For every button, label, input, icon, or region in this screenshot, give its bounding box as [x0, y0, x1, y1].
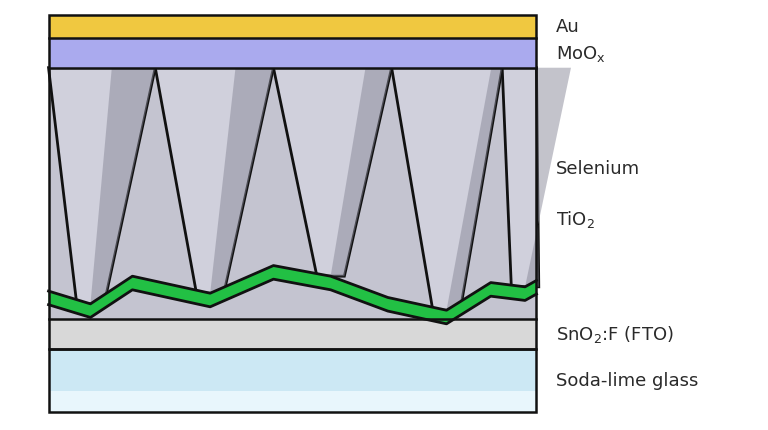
Text: Au: Au [555, 18, 579, 36]
Text: Selenium: Selenium [555, 160, 640, 177]
Polygon shape [331, 68, 392, 276]
Polygon shape [48, 319, 537, 349]
Polygon shape [392, 68, 502, 310]
Text: SnO$_\mathregular{2}$:F (FTO): SnO$_\mathregular{2}$:F (FTO) [555, 323, 674, 344]
Polygon shape [210, 68, 273, 294]
Polygon shape [48, 68, 155, 304]
Polygon shape [502, 68, 539, 287]
Polygon shape [48, 68, 537, 319]
Text: TiO$_\mathregular{2}$: TiO$_\mathregular{2}$ [555, 209, 594, 230]
Polygon shape [273, 68, 392, 276]
Polygon shape [48, 391, 537, 412]
Polygon shape [48, 266, 537, 324]
Polygon shape [91, 68, 155, 304]
Text: Soda-lime glass: Soda-lime glass [555, 372, 698, 390]
Text: MoO$_\mathregular{x}$: MoO$_\mathregular{x}$ [555, 44, 605, 64]
Polygon shape [48, 15, 537, 39]
Polygon shape [48, 349, 537, 412]
Polygon shape [155, 68, 273, 294]
Polygon shape [48, 39, 537, 68]
Polygon shape [525, 68, 571, 287]
Polygon shape [446, 68, 502, 310]
